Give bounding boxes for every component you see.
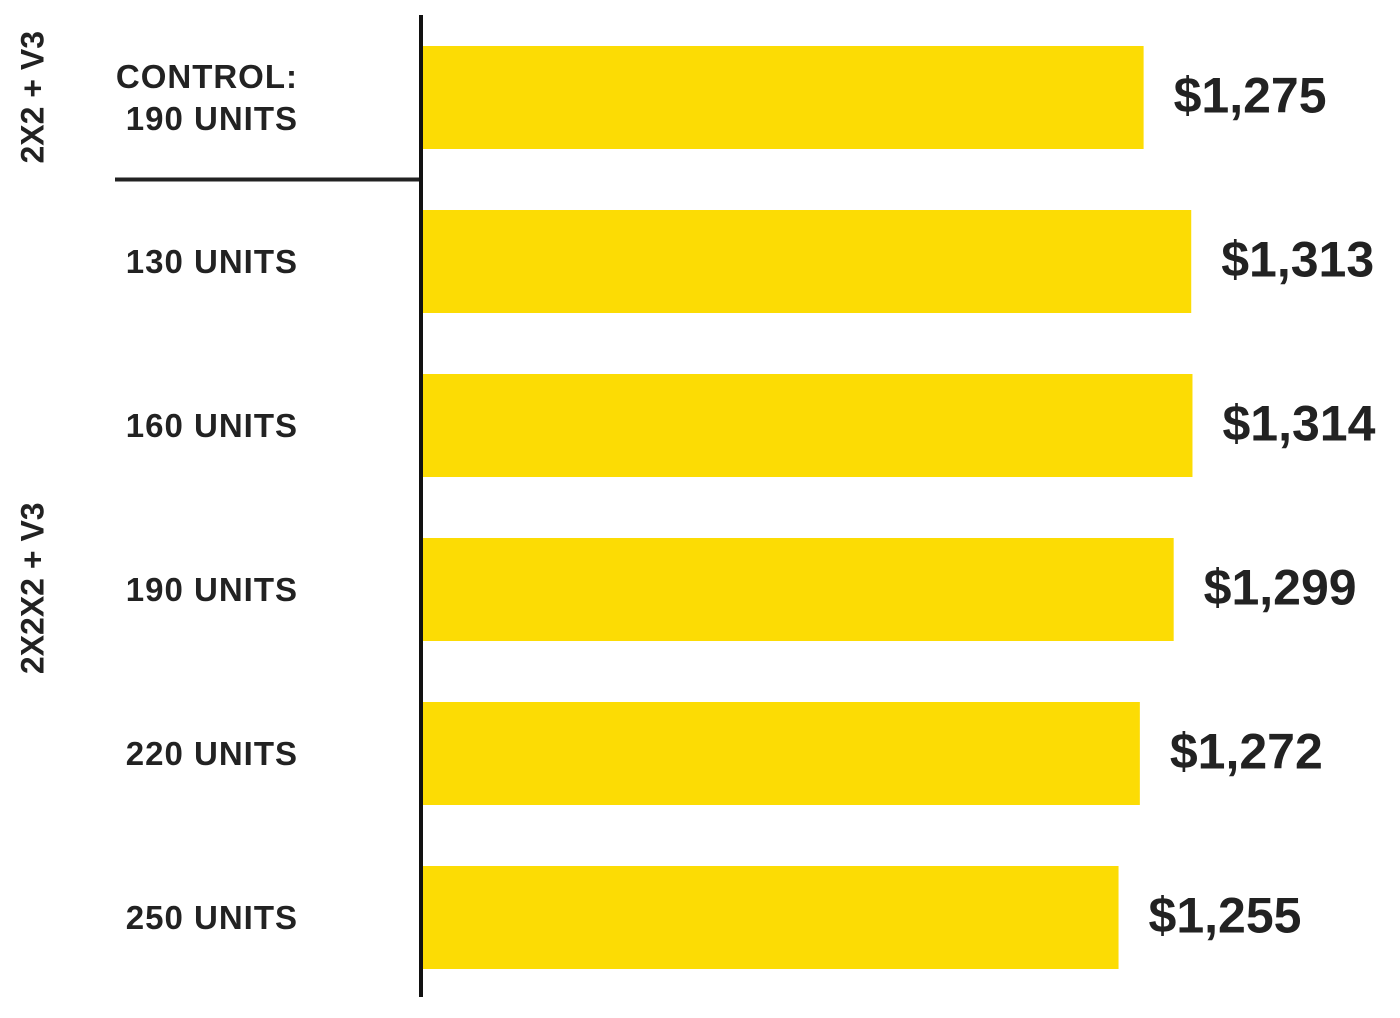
group-label: 2X2X2 + V3 [14,502,50,674]
group-label: 2X2 + V3 [14,31,50,164]
bar [423,702,1140,805]
category-label: 190 UNITS [125,570,298,608]
category-label: 160 UNITS [125,406,298,444]
value-label: $1,314 [1222,396,1375,452]
bar [423,210,1192,313]
bar [423,374,1193,477]
category-label: 250 UNITS [125,898,298,936]
value-label: $1,255 [1149,888,1302,944]
value-label: $1,299 [1204,560,1357,616]
category-label: 130 UNITS [125,242,298,280]
bar [423,866,1119,969]
bar [423,538,1174,641]
bar [423,46,1144,149]
value-label: $1,272 [1170,724,1323,780]
value-label: $1,275 [1174,68,1327,124]
category-label: 220 UNITS [125,734,298,772]
category-label: CONTROL: 190 UNITS [115,57,298,137]
value-label: $1,313 [1221,232,1374,288]
